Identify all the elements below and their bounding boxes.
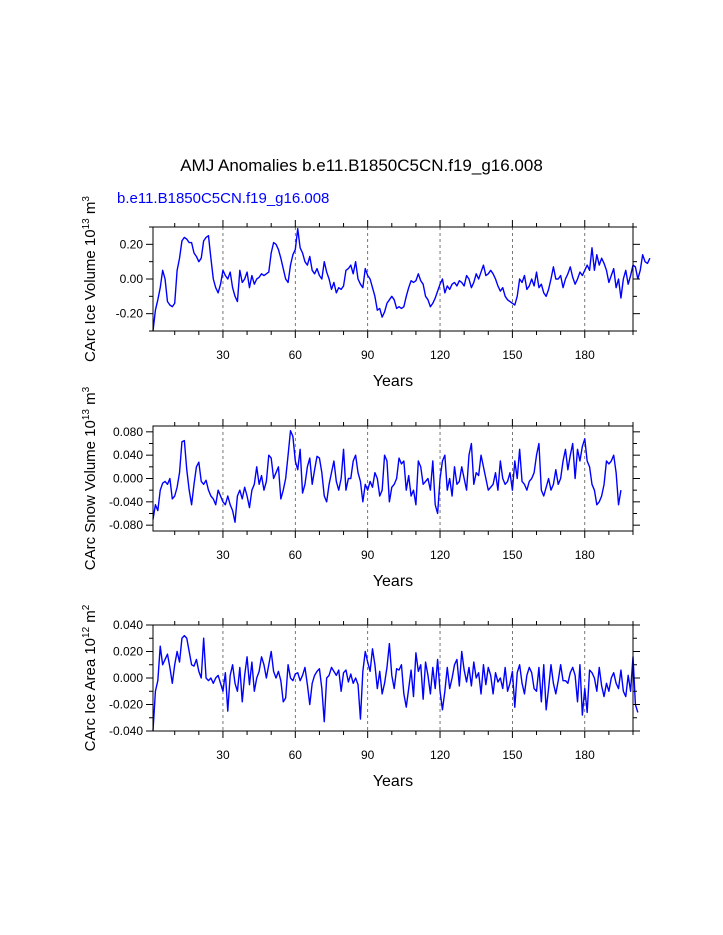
y-tick-label: 0.20 xyxy=(120,237,144,251)
x-tick-label: 180 xyxy=(575,548,595,562)
x-tick-label: 150 xyxy=(502,548,522,562)
x-tick-label: 150 xyxy=(502,748,522,762)
y-label-exponent: 13 xyxy=(81,218,92,230)
x-tick-label: 120 xyxy=(430,548,450,562)
y-axis-label: CArc Ice Area 1012 m2 xyxy=(81,604,99,751)
y-label-unit-exponent: 3 xyxy=(81,386,92,392)
x-tick-label: 60 xyxy=(289,748,303,762)
snow-volume-panel: 30 60 90 120 150 180 -0.080 -0.040 0.000 0.040 0.0… xyxy=(81,386,640,590)
series-line xyxy=(152,429,622,523)
y-label-unit-exponent: 3 xyxy=(81,196,92,202)
series-line xyxy=(152,634,639,732)
x-axis-label: Years xyxy=(373,573,413,590)
y-tick-label: -0.20 xyxy=(116,307,144,321)
y-label-unit: m xyxy=(82,392,99,409)
y-label-main: CArc Ice Volume 10 xyxy=(82,229,99,362)
x-tick-label: 90 xyxy=(361,548,375,562)
x-tick-label: 120 xyxy=(430,748,450,762)
y-tick-label: 0.080 xyxy=(113,425,143,439)
y-label-main: CArc Ice Area 10 xyxy=(82,638,99,751)
y-axis-label: CArc Ice Volume 1013 m3 xyxy=(81,196,99,362)
chart-main-title: AMJ Anomalies b.e11.B1850C5CN.f19_g16.00… xyxy=(180,156,543,175)
ice-volume-panel: 30 60 90 120 150 180 -0.20 0.00 0.20 Years CArc Ic… xyxy=(81,196,651,390)
y-tick-label: -0.080 xyxy=(109,518,143,532)
x-tick-label: 150 xyxy=(502,348,522,362)
y-tick-label: 0.040 xyxy=(113,448,143,462)
y-tick-label: 0.00 xyxy=(120,272,144,286)
x-axis-label: Years xyxy=(373,373,413,390)
x-tick-label: 120 xyxy=(430,348,450,362)
x-tick-label: 30 xyxy=(216,548,230,562)
y-tick-label: 0.000 xyxy=(113,472,143,486)
x-tick-label: 30 xyxy=(216,348,230,362)
case-label: b.e11.B1850C5CN.f19_g16.008 xyxy=(117,190,330,207)
y-tick-label: -0.040 xyxy=(109,724,143,738)
x-tick-label: 30 xyxy=(216,748,230,762)
y-tick-label: 0.000 xyxy=(113,671,143,685)
y-tick-label: -0.020 xyxy=(109,698,143,712)
series-line xyxy=(152,228,651,332)
y-axis-label: CArc Snow Volume 1013 m3 xyxy=(81,386,99,570)
x-tick-label: 90 xyxy=(361,348,375,362)
y-tick-label: 0.020 xyxy=(113,645,143,659)
x-tick-label: 90 xyxy=(361,748,375,762)
y-tick-label: 0.040 xyxy=(113,618,143,632)
y-label-unit: m xyxy=(82,202,99,219)
x-tick-label: 180 xyxy=(575,348,595,362)
x-axis-label: Years xyxy=(373,773,413,790)
y-label-unit: m xyxy=(82,610,99,627)
x-tick-label: 180 xyxy=(575,748,595,762)
ice-area-panel: 30 60 90 120 150 180 -0.040 -0.020 0.000 0.020 0.0… xyxy=(81,604,640,790)
y-label-main: CArc Snow Volume 10 xyxy=(82,420,99,570)
y-label-exponent: 12 xyxy=(81,626,92,638)
y-label-exponent: 13 xyxy=(81,409,92,421)
x-tick-label: 60 xyxy=(289,548,303,562)
y-tick-label: -0.040 xyxy=(109,495,143,509)
y-label-unit-exponent: 2 xyxy=(81,604,92,610)
x-tick-label: 60 xyxy=(289,348,303,362)
